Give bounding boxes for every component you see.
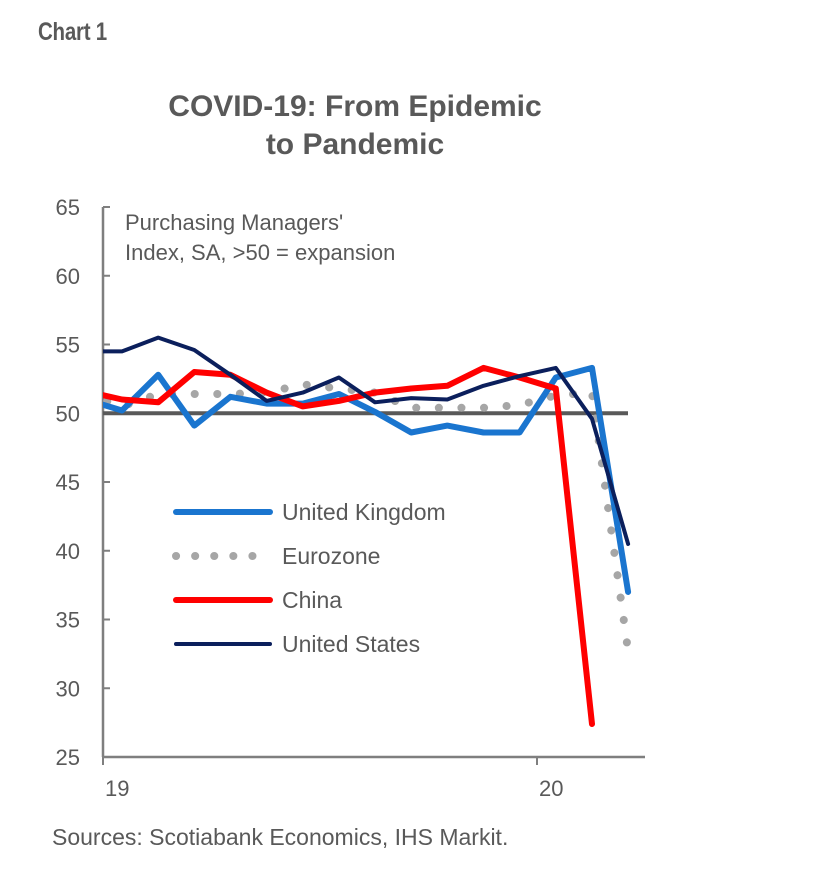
series-line-united-states <box>103 335 631 546</box>
chart-title-line2: to Pandemic <box>265 128 445 161</box>
y-tick-label: 30 <box>56 676 80 701</box>
y-tick-label: 35 <box>56 608 80 633</box>
y-tick-label: 50 <box>56 401 80 426</box>
legend: United Kingdom Eurozone China United States <box>172 499 446 657</box>
legend-label-eurozone: Eurozone <box>282 543 380 569</box>
x-axis-ticks: 19 20 <box>102 757 563 801</box>
series-line-united-kingdom <box>103 364 632 595</box>
legend-label-united-kingdom: United Kingdom <box>282 499 446 525</box>
legend-label-china: China <box>282 587 342 613</box>
y-tick-label: 65 <box>56 195 80 220</box>
legend-label-united-states: United States <box>282 631 420 657</box>
y-tick-label: 55 <box>56 333 80 358</box>
sources-note: Sources: Scotiabank Economics, IHS Marki… <box>52 824 509 850</box>
series-line-china <box>103 364 595 727</box>
y-tick-label: 60 <box>56 264 80 289</box>
chart-number-label: Chart 1 <box>38 18 107 46</box>
x-tick-label: 19 <box>105 776 129 801</box>
annotation-line2: Index, SA, >50 = expansion <box>125 240 395 265</box>
y-tick-label: 25 <box>56 745 80 770</box>
annotation-line1: Purchasing Managers' <box>125 210 343 235</box>
chart-title-line1: COVID-19: From Epidemic <box>168 90 542 123</box>
y-tick-label: 40 <box>56 539 80 564</box>
chart-title: COVID-19: From Epidemic to Pandemic <box>0 88 710 164</box>
x-tick-label: 20 <box>539 776 563 801</box>
y-tick-label: 45 <box>56 470 80 495</box>
y-axis-ticks: 65 60 55 50 45 40 35 30 25 <box>56 195 110 770</box>
series-group <box>103 335 633 727</box>
